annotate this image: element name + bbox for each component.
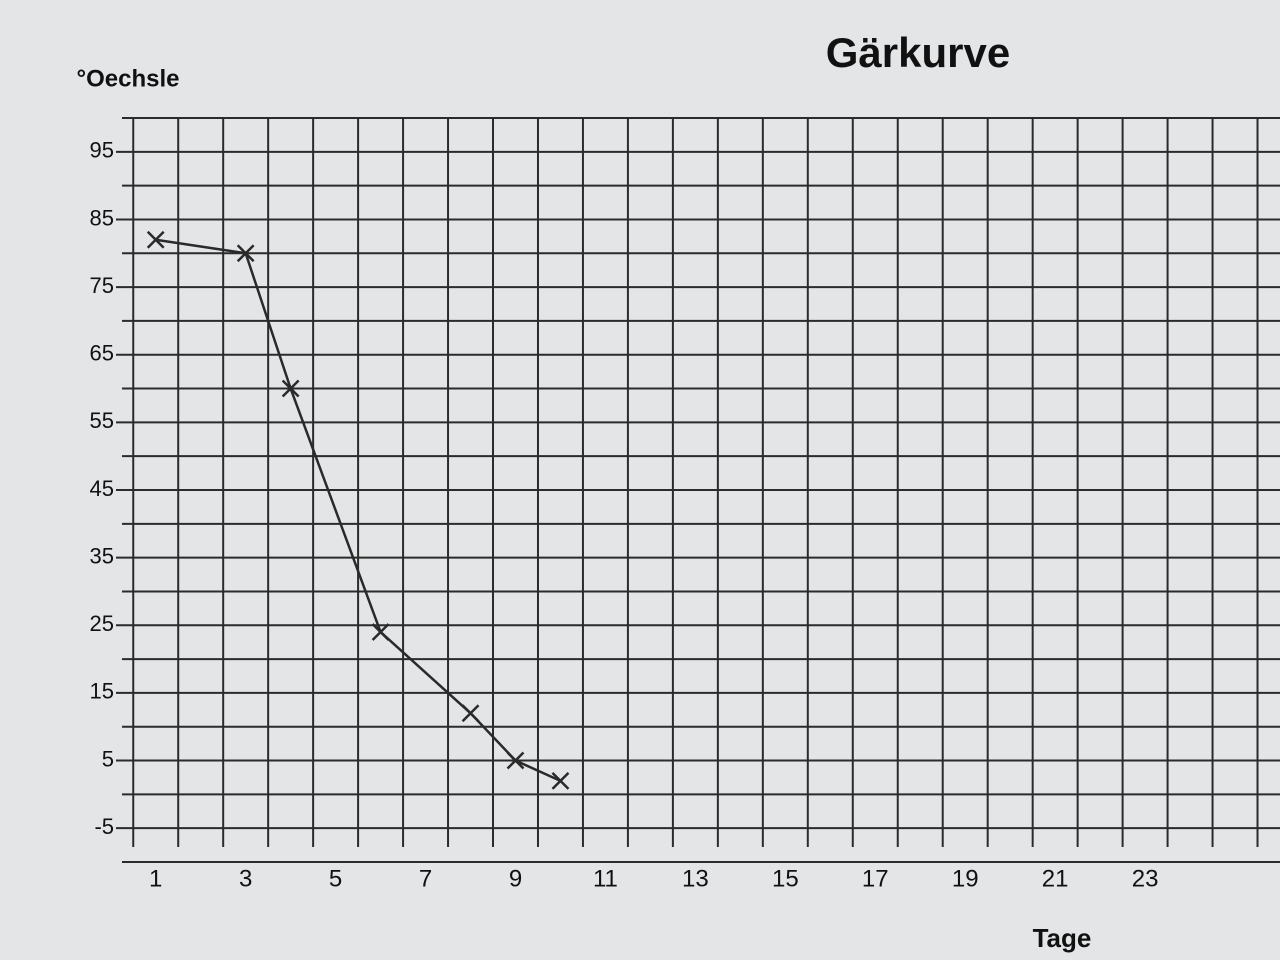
x-tick-label: 11 [593,865,618,892]
data-point [371,623,390,641]
x-tick-label: 19 [952,865,979,892]
y-tick-label: 95 [90,138,114,163]
data-point [461,704,480,723]
y-tick-label: -5 [94,814,114,839]
y-tick-label: 15 [90,679,114,704]
y-tick-label: 75 [90,273,114,298]
data-point [236,244,255,263]
y-tick-label: 25 [90,611,114,636]
data-point [281,379,300,398]
x-tick-label: 23 [1132,865,1159,892]
data-point [506,751,525,770]
x-tick-label: 21 [1042,865,1069,892]
data-point [551,771,570,790]
x-tick-label: 7 [419,865,432,892]
data-point [146,230,165,249]
y-tick-label: 35 [90,543,114,568]
x-tick-label: 5 [329,865,342,892]
x-tick-label: 15 [772,865,799,892]
y-axis-label: °Oechsle [77,65,180,92]
y-tick-label: 55 [90,408,114,433]
x-tick-label: 9 [509,865,522,892]
chart-title: Gärkurve [826,29,1010,76]
x-tick-label: 3 [239,865,252,892]
y-tick-label: 85 [90,205,114,230]
y-tick-label: 5 [102,746,114,771]
x-tick-label: 13 [682,865,709,892]
y-tick-label: 65 [90,341,114,366]
x-tick-label: 17 [862,865,889,892]
x-tick-label: 1 [149,865,162,892]
x-axis-label: Tage [1033,923,1092,953]
y-tick-label: 45 [90,476,114,501]
